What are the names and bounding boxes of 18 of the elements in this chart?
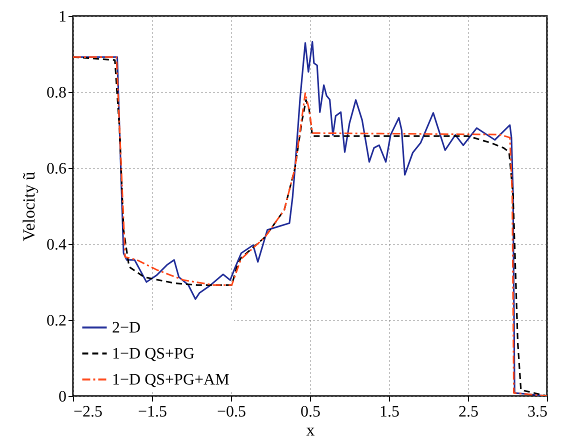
x-tick-label: 0.5 [300,404,320,420]
y-tick-label: 0 [58,388,66,406]
y-tick-label: 1 [58,8,66,26]
x-tick-label: 1.5 [380,404,400,420]
legend-label: 1−D QS+PG+AM [112,372,230,388]
legend-label: 1−D QS+PG [112,346,195,362]
x-tick-label: −1.5 [138,404,168,420]
y-tick-label: 0.4 [46,236,66,254]
x-tick-label: −2.5 [74,404,103,420]
y-tick-label: 0.2 [46,312,66,330]
y-tick-label: 0.8 [46,84,66,102]
x-tick-label: 2.5 [458,404,478,420]
legend-label: 2−D [112,320,141,336]
x-tick-label: −0.5 [216,404,246,420]
y-axis-title: Velocity ũ [20,171,38,242]
x-axis-title: x [306,420,316,440]
y-tick-label: 0.6 [46,160,66,178]
x-tick-label: 3.5 [528,404,548,420]
